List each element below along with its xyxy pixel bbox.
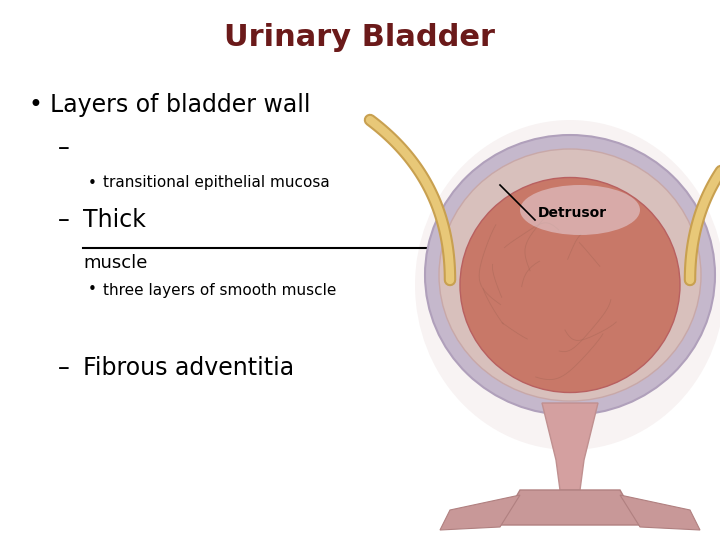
Text: •: • — [88, 282, 97, 298]
Ellipse shape — [472, 190, 667, 380]
Polygon shape — [542, 403, 598, 490]
Text: •: • — [28, 93, 42, 117]
Text: transitional epithelial mucosa: transitional epithelial mucosa — [103, 176, 330, 191]
Ellipse shape — [439, 149, 701, 401]
Text: •: • — [88, 176, 97, 191]
Text: Layers of bladder wall: Layers of bladder wall — [50, 93, 310, 117]
Ellipse shape — [415, 120, 720, 450]
Text: Urinary Bladder: Urinary Bladder — [225, 24, 495, 52]
Polygon shape — [620, 495, 700, 530]
Polygon shape — [500, 490, 640, 525]
Ellipse shape — [425, 135, 715, 415]
Ellipse shape — [460, 178, 680, 393]
Text: –: – — [58, 208, 70, 232]
Text: –: – — [58, 356, 70, 380]
Polygon shape — [440, 495, 520, 530]
Ellipse shape — [520, 185, 640, 235]
Text: –: – — [58, 136, 70, 160]
Text: Thick: Thick — [83, 208, 146, 232]
Text: Detrusor: Detrusor — [538, 206, 607, 220]
Text: three layers of smooth muscle: three layers of smooth muscle — [103, 282, 336, 298]
Text: muscle: muscle — [83, 254, 148, 272]
Text: Fibrous adventitia: Fibrous adventitia — [83, 356, 294, 380]
